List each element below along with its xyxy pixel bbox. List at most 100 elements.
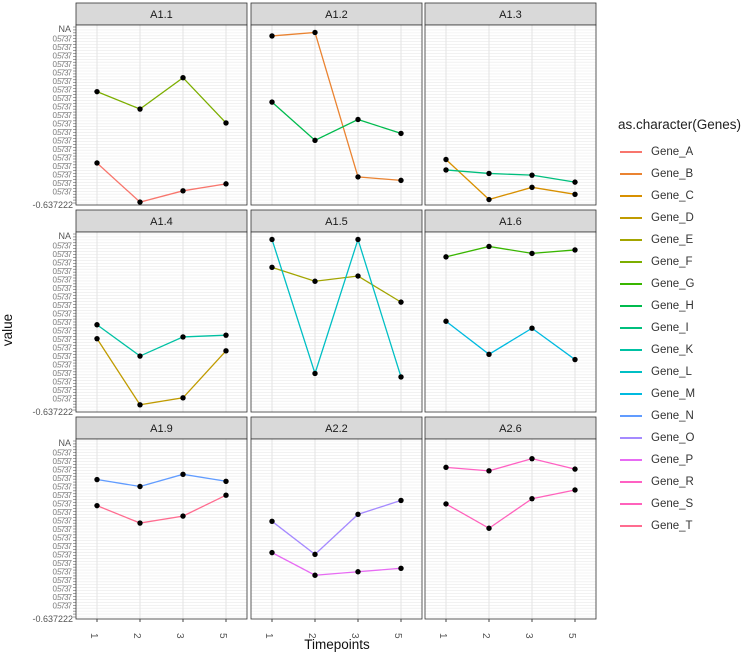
facet-title: A1.4	[150, 216, 173, 228]
data-point-Gene_P	[312, 572, 318, 578]
y-tick-label-overlap: 0.5737	[53, 43, 73, 52]
series-line-Gene_S	[445, 489, 576, 530]
data-point-Gene_N	[180, 471, 186, 478]
x-tick-label: 5	[392, 633, 403, 639]
legend-swatch	[620, 481, 642, 483]
facet-A1-9: A1.90.57370.57370.57370.57370.57370.5737…	[32, 416, 248, 639]
panel-border	[424, 438, 597, 620]
y-tick-label-overlap: 0.5737	[53, 568, 73, 577]
legend-item-Gene_F: Gene_F	[618, 251, 741, 273]
data-point-Gene_D	[94, 335, 100, 342]
x-tick-label: 3	[523, 633, 534, 639]
legend-label: Gene_T	[651, 520, 693, 532]
y-tick-label-overlap: 0.5737	[53, 585, 73, 594]
y-tick-label-overlap: 0.5737	[53, 35, 73, 44]
legend-label: Gene_H	[651, 300, 694, 312]
data-point-Gene_S	[443, 501, 449, 507]
series-line-Gene_T	[96, 494, 227, 524]
legend-swatch	[620, 239, 642, 241]
x-tick-label: 1	[88, 633, 99, 639]
legend-swatch	[620, 173, 642, 175]
y-tick-label-overlap: 0.5737	[53, 500, 73, 509]
facet-A2-2: A2.2 1 2 3 5	[250, 416, 423, 639]
legend-label: Gene_K	[651, 344, 694, 356]
data-point-Gene_L	[355, 236, 361, 243]
legend-swatch	[620, 327, 642, 329]
y-tick-label-overlap: 0.5737	[53, 111, 73, 120]
data-point-Gene_G	[529, 250, 535, 257]
legend-title: as.character(Genes)	[618, 117, 742, 132]
data-point-Gene_C	[443, 156, 449, 163]
data-point-Gene_H	[312, 137, 318, 144]
data-point-Gene_M	[572, 356, 578, 363]
legend-label: Gene_S	[651, 498, 694, 510]
facet-title: A1.2	[325, 9, 348, 21]
data-point-Gene_A	[180, 188, 186, 194]
facet-title: A1.6	[499, 216, 522, 228]
y-tick-label-overlap: 0.5737	[53, 301, 73, 310]
y-tick-label-overlap: 0.5737	[53, 534, 73, 543]
data-point-Gene_A	[94, 160, 100, 166]
legend-item-Gene_S: Gene_S	[618, 493, 741, 515]
facet-A1-2: A1.2	[250, 2, 423, 206]
data-point-Gene_F	[94, 88, 100, 95]
legend-item-Gene_C: Gene_C	[618, 185, 741, 207]
legend-label: Gene_C	[651, 190, 694, 202]
y-tick-label-overlap: 0.5737	[53, 483, 73, 492]
legend-item-Gene_T: Gene_T	[618, 515, 741, 537]
data-point-Gene_D	[137, 402, 143, 408]
y-tick-label-overlap: 0.5737	[53, 242, 73, 251]
y-tick-label-overlap: 0.5737	[53, 284, 73, 293]
data-point-Gene_G	[486, 243, 492, 250]
y-tick-label-bottom: -0.637222	[32, 200, 73, 210]
legend-item-Gene_G: Gene_G	[618, 273, 741, 295]
y-tick-label-overlap: 0.5737	[53, 171, 73, 180]
y-tick-label-overlap: 0.5737	[53, 559, 73, 568]
data-point-Gene_R	[529, 455, 535, 462]
series-line-Gene_C	[445, 159, 576, 201]
y-tick-label-top: NA	[58, 231, 71, 241]
y-tick-label-overlap: 0.5737	[53, 162, 73, 171]
data-point-Gene_K	[223, 332, 229, 338]
legend-item-Gene_N: Gene_N	[618, 405, 741, 427]
data-point-Gene_T	[137, 520, 143, 526]
data-point-Gene_S	[486, 525, 492, 531]
data-point-Gene_E	[312, 278, 318, 284]
data-point-Gene_S	[572, 487, 578, 493]
data-point-Gene_B	[312, 29, 318, 36]
legend-swatch	[620, 305, 642, 307]
facet-A1-4: A1.4 0.5737 0.5737 0.5737 0.5737 0.5737 0.5737…	[32, 209, 248, 417]
x-tick-label: 5	[566, 633, 577, 639]
y-tick-label-overlap: 0.5737	[53, 318, 73, 327]
data-point-Gene_T	[94, 502, 100, 509]
data-point-Gene_D	[180, 395, 186, 401]
data-point-Gene_L	[312, 370, 318, 377]
data-point-Gene_B	[355, 174, 361, 180]
data-point-Gene_L	[398, 374, 404, 380]
series-line-Gene_K	[96, 324, 227, 357]
series-line-Gene_B	[271, 31, 402, 182]
legend-swatch	[620, 349, 642, 351]
series-line-Gene_N	[96, 473, 227, 488]
y-tick-label-overlap: 0.5737	[53, 517, 73, 526]
y-tick-label-overlap: 0.5737	[53, 378, 73, 387]
legend-swatch	[620, 371, 642, 373]
data-point-Gene_N	[94, 476, 100, 483]
y-tick-label-overlap: 0.5737	[53, 69, 73, 78]
facet-A1-6: A1.6	[424, 209, 597, 413]
data-point-Gene_S	[529, 495, 535, 502]
legend-swatch	[620, 261, 642, 263]
data-point-Gene_R	[572, 466, 578, 472]
legend-label: Gene_P	[651, 454, 694, 466]
legend-item-Gene_E: Gene_E	[618, 229, 741, 251]
legend-label: Gene_F	[651, 256, 693, 268]
data-point-Gene_N	[223, 478, 229, 484]
data-point-Gene_F	[180, 75, 186, 81]
y-tick-label-overlap: 0.5737	[53, 361, 73, 370]
panel-border	[250, 24, 423, 206]
y-tick-label-overlap: 0.5737	[53, 395, 73, 404]
x-tick-label: 3	[174, 633, 185, 639]
data-point-Gene_B	[398, 177, 404, 184]
x-tick-label: 1	[263, 633, 274, 639]
data-point-Gene_H	[355, 116, 361, 123]
